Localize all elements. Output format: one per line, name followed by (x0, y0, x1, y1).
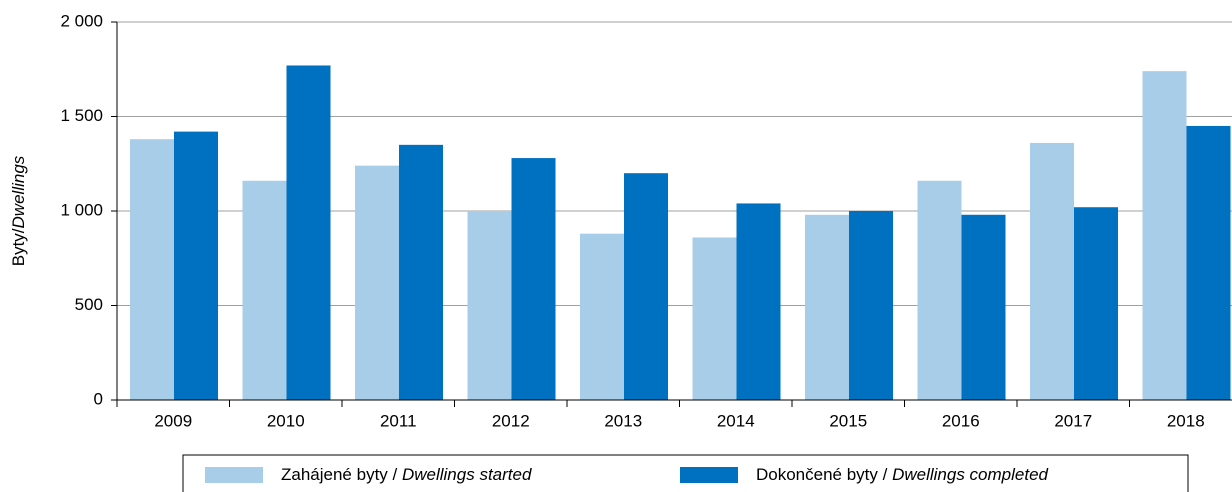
legend-label-part: Dokončené byty / (756, 465, 892, 484)
bar (399, 144, 443, 400)
bar (1186, 125, 1231, 400)
y-axis-label: Byty/Dwellings (9, 155, 28, 266)
x-tick-label: 2013 (604, 411, 642, 430)
x-tick-label: 2015 (829, 411, 867, 430)
legend-label-part: Zahájené byty / (281, 465, 402, 484)
y-tick-label: 0 (94, 389, 103, 408)
y-tick-label: 2 000 (60, 11, 103, 30)
x-tick-label: 2017 (1054, 411, 1092, 430)
bar (242, 180, 287, 400)
legend-swatch (205, 467, 263, 483)
legend-swatch (680, 467, 738, 483)
y-tick-label: 500 (75, 295, 103, 314)
x-tick-label: 2014 (717, 411, 755, 430)
bar (511, 158, 556, 400)
bar (961, 214, 1006, 400)
legend-label: Dokončené byty / Dwellings completed (756, 465, 1049, 484)
bar (286, 65, 331, 400)
bar (355, 165, 399, 400)
y-tick-label: 1 000 (60, 200, 103, 219)
x-tick-label: 2011 (380, 411, 417, 430)
bar (467, 211, 512, 400)
bar (1142, 71, 1187, 400)
legend-label: Zahájené byty / Dwellings started (281, 465, 532, 484)
bar (130, 139, 174, 400)
bar (1074, 207, 1118, 400)
bar (1030, 142, 1074, 400)
y-axis-label-part: Dwellings (9, 155, 28, 228)
bar (580, 233, 624, 400)
bar (917, 180, 962, 400)
y-tick-label: 1 500 (60, 106, 103, 125)
x-tick-label: 2009 (154, 411, 192, 430)
bar (849, 211, 893, 400)
x-tick-label: 2010 (267, 411, 305, 430)
bar (692, 237, 737, 400)
legend-label-part: Dwellings completed (892, 465, 1048, 484)
legend-box (182, 454, 1189, 492)
y-axis-label-part: Byty/ (9, 228, 28, 266)
legend-label-part: Dwellings started (402, 465, 532, 484)
bar (174, 131, 218, 400)
x-tick-label: 2018 (1167, 411, 1205, 430)
x-tick-label: 2012 (492, 411, 530, 430)
x-tick-label: 2016 (942, 411, 980, 430)
bar (805, 214, 849, 400)
bar (624, 173, 668, 400)
bar (736, 203, 781, 400)
